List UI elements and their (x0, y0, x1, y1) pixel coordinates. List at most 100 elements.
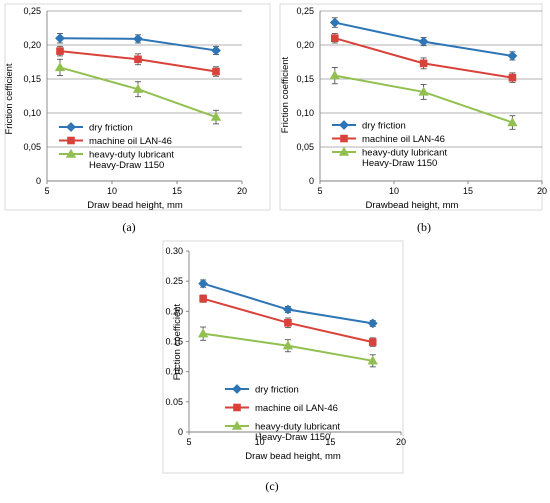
x-axis-label: Draw bead height, mm (245, 451, 341, 462)
chart-panel-a: 0 0,05 0,10 0,15 0,20 0,25 5 10 15 20 Draw bead he… (4, 3, 271, 234)
data-point (331, 34, 339, 43)
legend-marker (338, 146, 350, 156)
data-point (211, 45, 221, 56)
chart-frame (162, 240, 404, 474)
y-tick-label: 0 (309, 176, 314, 186)
y-tick-label: 0,10 (23, 108, 41, 118)
legend-label: dry friction (362, 121, 406, 132)
data-point (419, 59, 428, 68)
y-tick-label: 0.10 (165, 367, 183, 377)
legend-marker (232, 384, 242, 394)
legend-entry-1: machine oil LAN-46 (225, 403, 338, 414)
y-tick-label: 0,15 (296, 74, 314, 84)
series-0 (198, 278, 378, 329)
legend-entry-1: machine oil LAN-46 (59, 136, 172, 147)
legend-marker (231, 420, 243, 430)
y-tick-label: 0,15 (23, 74, 41, 84)
legend-label: heavy-duty lubricant (89, 150, 174, 161)
data-point (507, 50, 518, 61)
x-tick-label: 15 (325, 437, 335, 447)
legend-label: machine oil LAN-46 (89, 136, 172, 147)
series-2 (54, 58, 222, 125)
data-point (55, 33, 65, 44)
legend-label: Heavy-Draw 1150 (362, 158, 437, 169)
data-point (283, 304, 293, 315)
data-point (210, 111, 222, 121)
legend-label: machine oil LAN-46 (255, 403, 338, 414)
series-0 (55, 32, 221, 56)
data-point (134, 55, 142, 64)
data-point (507, 117, 518, 127)
panel-caption: (a) (122, 220, 135, 234)
x-tick-label: 15 (463, 186, 473, 196)
legend-entry-0: dry friction (332, 120, 406, 132)
data-point (367, 355, 378, 365)
series-2 (329, 66, 518, 130)
series-0 (329, 17, 518, 61)
x-tick-label: 5 (186, 437, 191, 447)
series-1 (56, 45, 220, 77)
legend-label: dry friction (255, 385, 299, 396)
legend-marker (65, 148, 77, 158)
legend-marker (340, 134, 348, 143)
data-point (508, 73, 517, 82)
panel-caption: (b) (417, 220, 431, 234)
data-point (132, 83, 144, 93)
data-point (368, 338, 377, 346)
data-point (282, 340, 294, 350)
data-point (418, 36, 429, 47)
legend-marker (67, 136, 75, 145)
y-tick-label: 0,10 (296, 108, 314, 118)
y-tick-label: 0.30 (165, 246, 183, 256)
y-tick-label: 0.05 (165, 397, 183, 407)
data-point (212, 67, 220, 76)
y-tick-label: 0 (178, 427, 183, 437)
series-line (202, 282, 373, 325)
y-tick-label: 0.25 (165, 276, 183, 286)
chart-frame (279, 3, 543, 211)
y-axis-label: Friction coefficient (280, 56, 291, 133)
data-point (329, 70, 340, 80)
y-tick-label: 0 (36, 176, 41, 186)
x-tick-label: 10 (255, 437, 265, 447)
legend-marker (339, 120, 349, 130)
x-tick-label: 20 (237, 186, 247, 196)
legend-label: Heavy-Draw 1150 (89, 160, 164, 171)
y-tick-label: 0,05 (296, 142, 314, 152)
x-tick-label: 10 (389, 186, 399, 196)
legend-label: Heavy-Draw 1150 (255, 432, 330, 443)
data-point (198, 278, 209, 289)
panel-caption: (c) (265, 479, 278, 493)
chart-panel-c: 0 0.05 0.10 0.15 0.20 0.25 0.30 5 10 15 20 Draw bea… (162, 240, 406, 493)
y-tick-label: 0.20 (165, 306, 183, 316)
data-point (199, 294, 207, 303)
series-2 (197, 326, 378, 368)
data-point (418, 86, 429, 96)
data-point (367, 318, 378, 329)
legend-marker (233, 403, 241, 412)
chart-panel-b: 0 0,05 0,10 0,15 0,20 0,25 5 10 15 20 Drawbead hei… (279, 3, 547, 234)
x-axis-label: Draw bead height, mm (87, 200, 183, 211)
x-tick-label: 10 (107, 186, 117, 196)
series-1 (199, 294, 377, 347)
y-tick-label: 0,20 (296, 40, 314, 50)
x-tick-label: 20 (396, 437, 406, 447)
y-tick-label: 0,25 (23, 6, 41, 16)
y-tick-label: 0,25 (296, 6, 314, 16)
x-axis-label: Drawbead height, mm (366, 200, 459, 211)
data-point (329, 17, 340, 28)
legend-label: heavy-duty lubricant (255, 422, 340, 433)
x-tick-label: 5 (44, 186, 49, 196)
data-point (56, 47, 64, 55)
legend-entry-0: dry friction (225, 384, 299, 396)
chart-frame (4, 3, 271, 211)
x-tick-label: 15 (172, 186, 182, 196)
y-axis-label: Friction cefficient (4, 63, 15, 134)
legend-label: heavy-duty lubricant (362, 148, 447, 159)
legend-label: dry friction (89, 123, 133, 134)
legend-marker (66, 122, 76, 132)
